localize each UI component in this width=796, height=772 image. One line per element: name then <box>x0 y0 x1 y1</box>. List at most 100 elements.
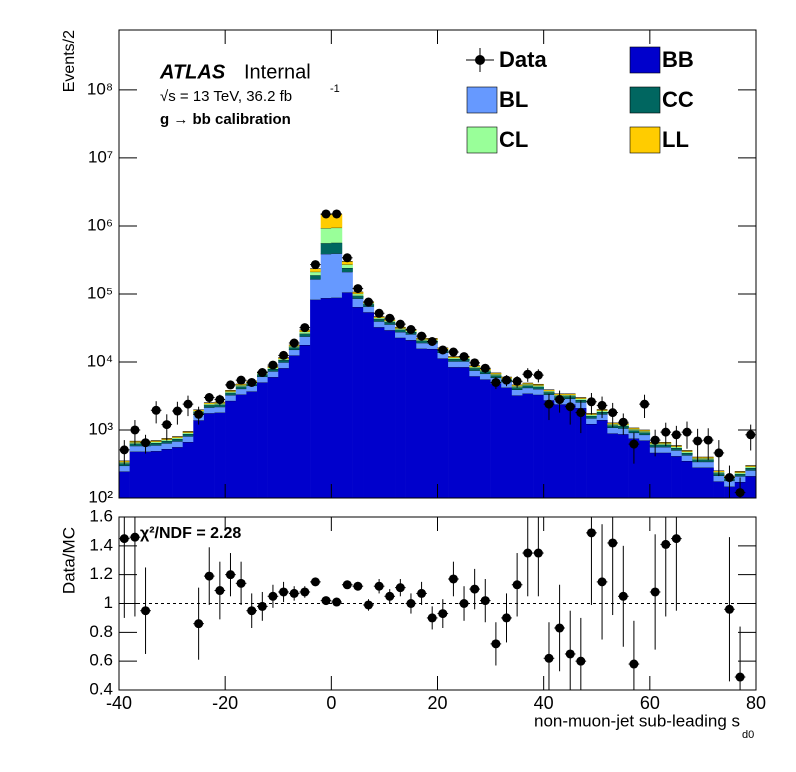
x-tick-label: 80 <box>746 693 766 713</box>
legend-swatch <box>629 46 661 74</box>
stack-segment <box>745 466 757 469</box>
ratio-point <box>342 580 352 590</box>
stack-segment <box>522 387 534 394</box>
stack-segment <box>129 445 141 452</box>
stack-segment <box>586 423 598 498</box>
stack-segment <box>331 253 343 298</box>
stack-segment <box>639 432 651 435</box>
stack-segment <box>458 367 470 498</box>
stack-segment <box>395 329 406 333</box>
energy-text: √s = 13 TeV, 36.2 fb <box>160 88 292 105</box>
legend-marker <box>475 55 485 65</box>
data-point <box>406 325 416 335</box>
data-point <box>119 445 129 455</box>
stack-segment <box>490 375 502 378</box>
data-point <box>247 377 257 387</box>
ratio-point <box>289 588 299 598</box>
stack-segment <box>214 406 226 413</box>
stack-segment <box>331 242 343 254</box>
stack-segment <box>288 355 300 498</box>
stack-segment <box>607 433 619 498</box>
stack-segment <box>203 402 215 404</box>
stack-segment <box>448 367 460 498</box>
ratio-y-axis-title: Data/MC <box>59 527 78 594</box>
stack-segment <box>628 430 640 433</box>
data-point <box>151 405 161 415</box>
stack-segment <box>586 418 598 424</box>
stack-segment <box>554 404 566 498</box>
ratio-point <box>374 581 384 591</box>
stack-segment <box>288 347 300 350</box>
data-point <box>470 358 480 368</box>
stack-segment <box>257 376 268 383</box>
ratio-point <box>470 584 480 594</box>
ratio-point <box>671 534 681 544</box>
legend-label: BL <box>499 87 528 112</box>
ratio-point <box>735 672 745 682</box>
ratio-point <box>438 609 448 619</box>
stack-segment <box>341 264 353 268</box>
data-point <box>374 308 384 318</box>
stack-segment <box>278 368 290 498</box>
stack-segment <box>119 471 130 498</box>
stack-segment <box>533 394 544 498</box>
ratio-point <box>321 596 331 606</box>
stack-segment <box>235 386 247 389</box>
stack-segment <box>639 429 651 432</box>
stack-segment <box>564 393 576 396</box>
ratio-point <box>363 600 373 610</box>
stack-segment <box>182 442 194 498</box>
stack-segment <box>310 275 322 280</box>
stack-segment <box>479 379 491 498</box>
x-tick-label: 40 <box>534 693 554 713</box>
ratio-point <box>523 548 533 558</box>
stack-segment <box>161 443 173 450</box>
x-tick-label: -40 <box>106 693 132 713</box>
atlas-label: ATLAS <box>159 61 226 83</box>
stack-segment <box>575 397 587 399</box>
ratio-point <box>257 601 267 611</box>
stack-segment <box>575 398 587 400</box>
data-point <box>225 380 235 390</box>
ratio-point <box>480 596 490 606</box>
ratio-point <box>204 571 214 581</box>
stack-segment <box>745 468 757 471</box>
x-axis-title: non-muon-jet sub-leading s <box>534 711 740 730</box>
data-point <box>555 395 565 405</box>
y-axis-title: Events/2 <box>61 30 78 92</box>
stack-segment <box>671 448 682 451</box>
data-point <box>332 209 342 219</box>
stack-segment <box>310 271 322 276</box>
stack-segment <box>299 336 311 346</box>
stack-segment <box>384 330 396 498</box>
stack-segment <box>341 292 353 498</box>
stack-segment <box>341 267 353 272</box>
ratio-point <box>544 653 554 663</box>
x-tick-label: -20 <box>212 693 238 713</box>
data-point <box>310 260 320 270</box>
stack-segment <box>172 441 183 448</box>
stack-segment <box>734 473 746 477</box>
stack-segment <box>267 377 279 498</box>
stack-segment <box>671 456 682 498</box>
stack-segment <box>681 450 693 452</box>
stack-segment <box>299 333 311 337</box>
stack-segment <box>469 376 481 498</box>
y-tick-label: 10⁶ <box>87 215 113 234</box>
data-point <box>746 430 756 440</box>
stack-segment <box>671 450 682 457</box>
stack-segment <box>278 362 290 369</box>
legend-swatch <box>466 126 498 154</box>
data-point <box>682 427 692 437</box>
y-tick-label: 1.4 <box>89 535 113 554</box>
stack-segment <box>373 317 385 320</box>
stack-segment <box>384 322 396 325</box>
stack-segment <box>490 383 502 498</box>
stack-segment <box>660 452 672 498</box>
ratio-point <box>215 586 225 596</box>
stack-segment <box>214 412 226 498</box>
ratio-point <box>597 577 607 587</box>
stack-segment <box>607 427 619 434</box>
ratio-point <box>502 613 512 623</box>
